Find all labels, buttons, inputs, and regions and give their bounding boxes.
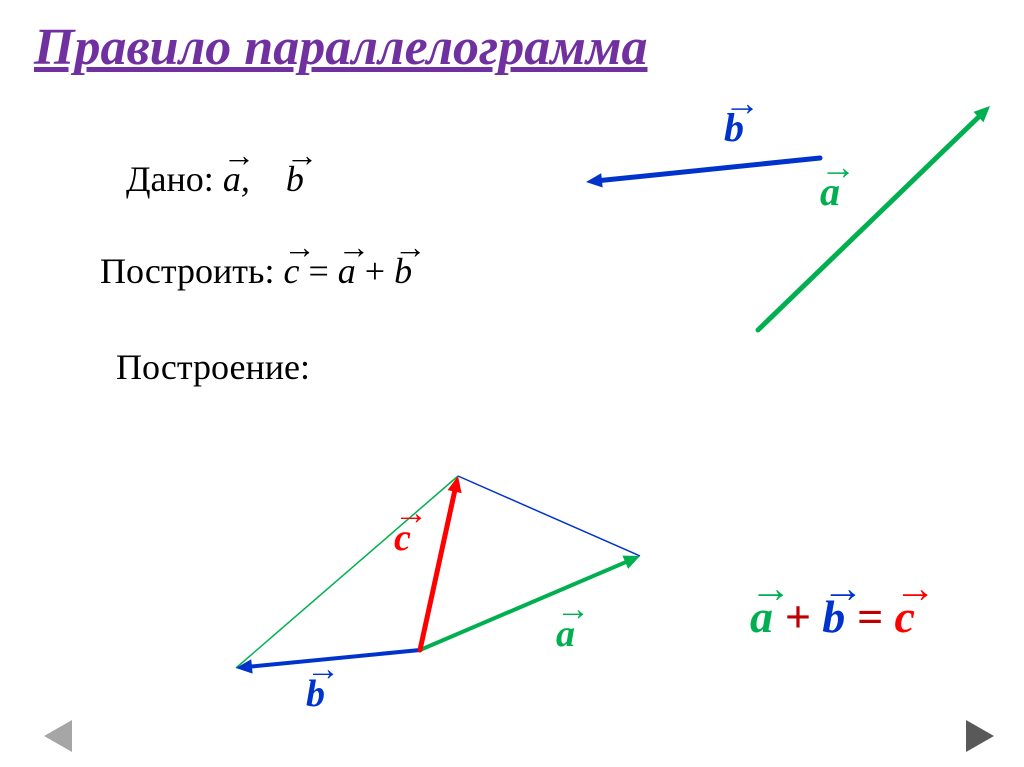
nav-next-icon[interactable] bbox=[966, 720, 994, 752]
label-vec-c-par: c bbox=[394, 516, 411, 560]
label-vec-b-par: b bbox=[306, 672, 325, 716]
diagram-stage bbox=[0, 0, 1024, 767]
label-vec-a-par: a bbox=[556, 612, 575, 656]
label-vec-a-top: a bbox=[820, 168, 840, 215]
label-vec-b-top: b bbox=[724, 104, 744, 151]
nav-prev-icon[interactable] bbox=[44, 720, 72, 752]
